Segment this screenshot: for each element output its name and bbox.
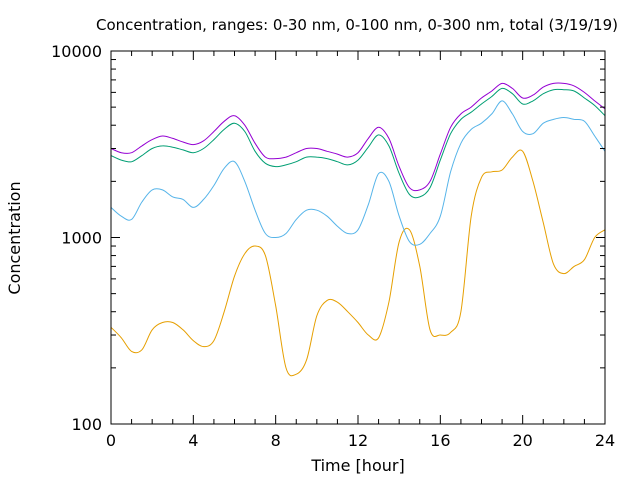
series-line-2	[110, 100, 606, 246]
plot-frame	[110, 50, 606, 425]
x-tick-label: 8	[271, 431, 281, 450]
series-line-3	[110, 87, 606, 199]
series-line-4	[110, 82, 606, 192]
x-tick-label: 4	[188, 431, 198, 450]
x-tick-label: 16	[430, 431, 450, 450]
y-tick-label: 1000	[61, 229, 102, 248]
y-tick-label: 10000	[51, 42, 102, 61]
series-line-1	[110, 149, 606, 377]
tick-layer: 0 4 8 12 16 20 24 100 1000 10000	[51, 42, 615, 450]
x-tick-label: 0	[106, 431, 116, 450]
y-axis-label: Concentration	[5, 181, 24, 294]
x-tick-label: 20	[512, 431, 532, 450]
x-axis-label: Time [hour]	[310, 456, 404, 475]
chart-title: Concentration, ranges: 0-30 nm, 0-100 nm…	[96, 16, 618, 34]
x-tick-label: 24	[595, 431, 615, 450]
x-tick-label: 12	[348, 431, 368, 450]
series-layer	[110, 82, 606, 377]
y-tick-label: 100	[71, 415, 102, 434]
